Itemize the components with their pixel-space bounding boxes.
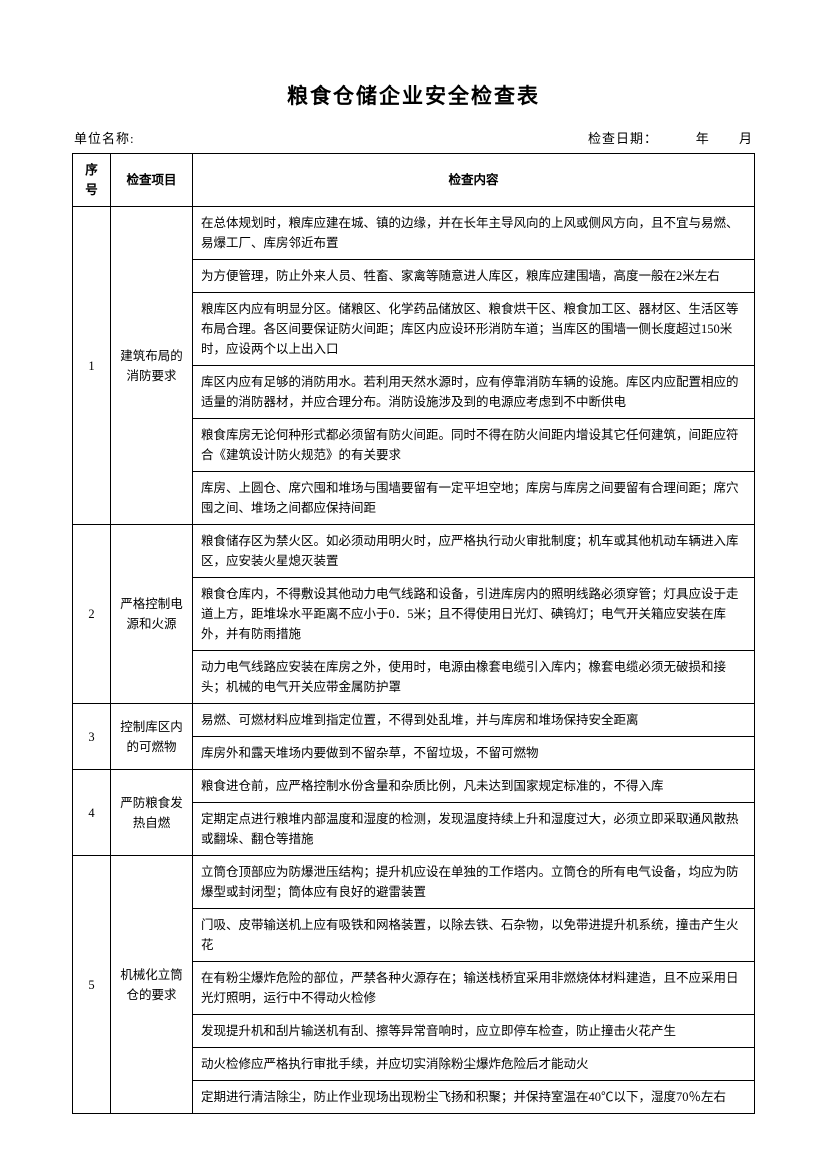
table-row: 2严格控制电源和火源粮食储存区为禁火区。如必须动用明火时，应严格执行动火审批制度… xyxy=(73,525,755,578)
table-header-row: 序号 检查项目 检查内容 xyxy=(73,154,755,207)
table-row: 4严防粮食发热自燃粮食进仓前，应严格控制水份含量和杂质比例，凡未达到国家规定标准… xyxy=(73,770,755,803)
unit-label: 单位名称: xyxy=(74,128,135,147)
content-cell: 粮食仓库内，不得敷设其他动力电气线路和设备，引进库房内的照明线路必须穿管；灯具应… xyxy=(193,578,755,651)
date-label: 检查日期： xyxy=(588,131,658,146)
item-cell: 严格控制电源和火源 xyxy=(111,525,193,704)
header-seq: 序号 xyxy=(73,154,111,207)
header-content: 检查内容 xyxy=(193,154,755,207)
item-cell: 控制库区内的可燃物 xyxy=(111,704,193,770)
meta-row: 单位名称: 检查日期： 年 月 xyxy=(72,128,755,147)
date-block: 检查日期： 年 月 xyxy=(584,128,753,147)
content-cell: 粮食进仓前，应严格控制水份含量和杂质比例，凡未达到国家规定标准的，不得入库 xyxy=(193,770,755,803)
content-cell: 立筒仓顶部应为防爆泄压结构；提升机应设在单独的工作塔内。立筒仓的所有电气设备，均… xyxy=(193,856,755,909)
content-cell: 门吸、皮带输送机上应有吸铁和网格装置，以除去铁、石杂物，以免带进提升机系统，撞击… xyxy=(193,909,755,962)
content-cell: 在总体规划时，粮库应建在城、镇的边缘，并在长年主导风向的上风或侧风方向，且不宜与… xyxy=(193,207,755,260)
item-cell: 机械化立筒仓的要求 xyxy=(111,856,193,1114)
table-row: 1建筑布局的消防要求在总体规划时，粮库应建在城、镇的边缘，并在长年主导风向的上风… xyxy=(73,207,755,260)
content-cell: 定期进行清洁除尘，防止作业现场出现粉尘飞扬和积聚；并保持室温在40℃以下，湿度7… xyxy=(193,1081,755,1114)
month-unit: 月 xyxy=(739,131,753,146)
seq-cell: 2 xyxy=(73,525,111,704)
content-cell: 库房、上圆仓、席穴囤和堆场与围墙要留有一定平坦空地；库房与库房之间要留有合理间距… xyxy=(193,472,755,525)
content-cell: 粮食库房无论何种形式都必须留有防火间距。同时不得在防火间距内增设其它任何建筑，间… xyxy=(193,419,755,472)
content-cell: 动力电气线路应安装在库房之外，使用时，电源由橡套电缆引入库内；橡套电缆必须无破损… xyxy=(193,651,755,704)
seq-cell: 5 xyxy=(73,856,111,1114)
content-cell: 库房外和露天堆场内要做到不留杂草，不留垃圾，不留可燃物 xyxy=(193,737,755,770)
seq-cell: 1 xyxy=(73,207,111,525)
content-cell: 在有粉尘爆炸危险的部位，严禁各种火源存在；输送栈桥宜采用非燃烧体材料建造，且不应… xyxy=(193,962,755,1015)
inspection-table: 序号 检查项目 检查内容 1建筑布局的消防要求在总体规划时，粮库应建在城、镇的边… xyxy=(72,153,755,1114)
year-unit: 年 xyxy=(696,131,710,146)
content-cell: 发现提升机和刮片输送机有刮、擦等异常音响时，应立即停车检查，防止撞击火花产生 xyxy=(193,1015,755,1048)
header-item: 检查项目 xyxy=(111,154,193,207)
item-cell: 建筑布局的消防要求 xyxy=(111,207,193,525)
seq-cell: 4 xyxy=(73,770,111,856)
content-cell: 为方便管理，防止外来人员、牲畜、家禽等随意进人库区，粮库应建围墙，高度一般在2米… xyxy=(193,260,755,293)
content-cell: 库区内应有足够的消防用水。若利用天然水源时，应有停靠消防车辆的设施。库区内应配置… xyxy=(193,366,755,419)
content-cell: 定期定点进行粮堆内部温度和湿度的检测，发现温度持续上升和湿度过大，必须立即采取通… xyxy=(193,803,755,856)
page-title: 粮食仓储企业安全检查表 xyxy=(72,80,755,110)
content-cell: 动火检修应严格执行审批手续，并应切实消除粉尘爆炸危险后才能动火 xyxy=(193,1048,755,1081)
table-row: 3控制库区内的可燃物易燃、可燃材料应堆到指定位置，不得到处乱堆，并与库房和堆场保… xyxy=(73,704,755,737)
table-row: 5机械化立筒仓的要求立筒仓顶部应为防爆泄压结构；提升机应设在单独的工作塔内。立筒… xyxy=(73,856,755,909)
content-cell: 粮库区内应有明显分区。储粮区、化学药品储放区、粮食烘干区、粮食加工区、器材区、生… xyxy=(193,293,755,366)
content-cell: 易燃、可燃材料应堆到指定位置，不得到处乱堆，并与库房和堆场保持安全距离 xyxy=(193,704,755,737)
content-cell: 粮食储存区为禁火区。如必须动用明火时，应严格执行动火审批制度；机车或其他机动车辆… xyxy=(193,525,755,578)
seq-cell: 3 xyxy=(73,704,111,770)
item-cell: 严防粮食发热自燃 xyxy=(111,770,193,856)
